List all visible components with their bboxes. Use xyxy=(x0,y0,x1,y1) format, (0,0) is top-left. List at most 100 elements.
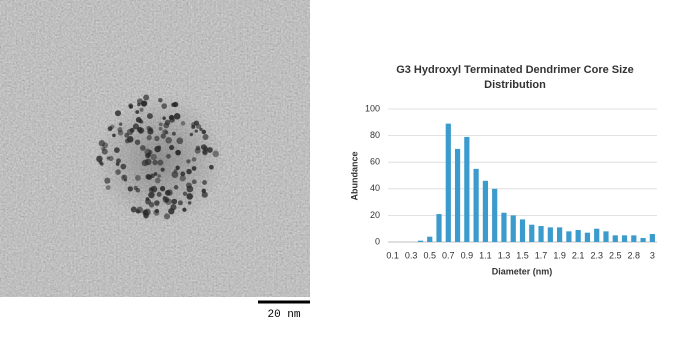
particle xyxy=(124,132,130,138)
particle xyxy=(206,147,213,153)
particle xyxy=(123,178,128,182)
bar xyxy=(510,215,516,242)
particle xyxy=(114,147,120,153)
particle xyxy=(193,120,199,126)
particle xyxy=(157,174,161,178)
bar xyxy=(575,230,581,242)
particle xyxy=(115,169,121,175)
particle xyxy=(134,139,141,145)
bar xyxy=(612,235,618,242)
particle xyxy=(154,145,161,153)
x-tick-label: 0.7 xyxy=(442,250,455,260)
particle xyxy=(145,173,152,180)
particle xyxy=(160,167,165,172)
particle xyxy=(116,158,121,164)
particle xyxy=(140,120,144,124)
particle xyxy=(98,140,106,147)
particle xyxy=(180,121,186,126)
particle xyxy=(169,115,175,120)
particle xyxy=(105,185,111,190)
y-tick-label: 100 xyxy=(365,103,380,113)
particle xyxy=(186,185,194,193)
bar xyxy=(584,232,591,242)
particle xyxy=(132,123,139,130)
particle xyxy=(165,137,172,144)
particle xyxy=(160,133,166,139)
x-tick-label: 3 xyxy=(650,250,655,260)
particle xyxy=(114,110,122,117)
x-tick-label: 2.3 xyxy=(590,250,603,260)
particle xyxy=(189,132,194,137)
particle xyxy=(202,149,208,155)
particle xyxy=(186,193,193,200)
particle xyxy=(180,171,186,177)
x-axis-label: Diameter (nm) xyxy=(492,266,553,276)
particle xyxy=(146,134,152,141)
x-tick-label: 1.5 xyxy=(516,250,529,260)
particle xyxy=(146,152,152,157)
particle xyxy=(129,127,135,133)
particle xyxy=(172,101,179,108)
particle xyxy=(171,171,179,178)
bar xyxy=(464,136,470,242)
bar xyxy=(482,180,488,242)
x-tick-label: 0.5 xyxy=(423,250,436,260)
particle xyxy=(154,135,160,142)
y-tick-label: 20 xyxy=(370,210,380,220)
particle xyxy=(136,206,144,214)
particle xyxy=(175,149,181,156)
particle xyxy=(140,145,146,151)
particle xyxy=(186,168,192,175)
x-tick-label: 1.1 xyxy=(479,250,492,260)
bar xyxy=(631,235,637,242)
particle xyxy=(176,137,184,145)
particle xyxy=(158,126,163,131)
particle xyxy=(165,198,172,205)
particle xyxy=(164,130,169,135)
particle xyxy=(120,163,127,170)
bar xyxy=(501,212,507,242)
particle xyxy=(128,103,133,108)
particle xyxy=(200,144,207,151)
particle xyxy=(175,165,180,170)
particle xyxy=(144,158,152,166)
particle xyxy=(191,157,197,162)
particle xyxy=(135,110,140,114)
micrograph xyxy=(0,0,310,297)
particle xyxy=(201,129,207,135)
bar xyxy=(427,236,433,242)
particle xyxy=(157,159,164,166)
particle xyxy=(173,113,181,120)
particle xyxy=(164,190,171,196)
x-tick-label: 0.3 xyxy=(405,250,418,260)
x-tick-label: 0.1 xyxy=(386,250,399,260)
y-axis-label: Abundance xyxy=(349,151,359,200)
bar xyxy=(640,238,646,242)
particle xyxy=(162,196,167,201)
scale-bar-label: 20 nm xyxy=(267,309,300,321)
particle xyxy=(163,213,171,220)
bar xyxy=(454,148,461,242)
chart-title: G3 Hydroxyl Terminated Dendrimer Core Si… xyxy=(396,64,634,91)
particle xyxy=(139,107,144,112)
particle xyxy=(134,175,141,181)
particle xyxy=(119,122,123,126)
bar xyxy=(519,219,526,242)
particle xyxy=(126,136,134,143)
bar xyxy=(436,214,442,242)
particle xyxy=(195,145,201,151)
particle xyxy=(163,122,170,129)
particle xyxy=(158,122,163,127)
bar xyxy=(492,188,498,242)
x-tick-label: 2.1 xyxy=(572,250,585,260)
particle xyxy=(212,150,220,158)
particle xyxy=(153,172,158,176)
bar xyxy=(594,228,600,242)
x-tick-label: 2.8 xyxy=(628,250,641,260)
particle xyxy=(147,113,153,119)
particle xyxy=(143,94,150,101)
bar xyxy=(547,227,553,242)
particle xyxy=(152,159,158,166)
particle xyxy=(191,166,197,171)
